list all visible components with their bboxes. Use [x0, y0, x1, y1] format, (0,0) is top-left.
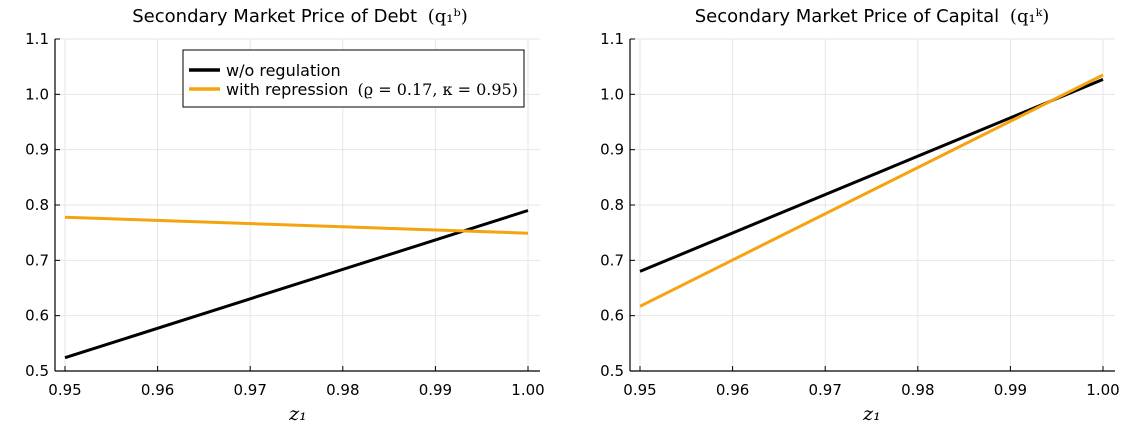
y-ticks: 0.5 0.6 0.7 0.8 0.9 1.0 1.1 [25, 30, 60, 380]
chart-capital-price: Secondary Market Price of Capital (q₁ᵏ) … [600, 6, 1120, 425]
y-tick-label: 0.7 [25, 251, 49, 269]
y-tick-label: 1.0 [600, 85, 624, 103]
x-tick-label: 0.96 [716, 381, 749, 399]
y-tick-label: 0.7 [600, 251, 624, 269]
y-tick-label: 1.0 [25, 85, 49, 103]
y-tick-label: 0.5 [25, 362, 49, 380]
y-tick-label: 0.8 [25, 196, 49, 214]
x-axis-label: z₁ [288, 403, 307, 425]
legend: w/o regulation with repression (ϱ = 0.17… [182, 49, 525, 108]
x-tick-label: 0.99 [994, 381, 1027, 399]
x-tick-label: 0.97 [808, 381, 841, 399]
series-line-1 [64, 215, 529, 235]
x-tick-label: 0.96 [141, 381, 174, 399]
series-line-0 [64, 209, 529, 360]
y-tick-label: 0.9 [600, 141, 624, 159]
chart-title: Secondary Market Price of Debt (q₁ᵇ) [132, 6, 467, 27]
x-ticks: 0.95 0.96 0.97 0.98 0.99 1.00 [48, 366, 545, 399]
chart-title: Secondary Market Price of Capital (q₁ᵏ) [695, 6, 1050, 27]
series-line-1 [639, 73, 1104, 308]
x-tick-label: 0.98 [901, 381, 934, 399]
y-ticks: 0.5 0.6 0.7 0.8 0.9 1.0 1.1 [600, 30, 635, 380]
x-tick-label: 1.00 [511, 381, 544, 399]
y-tick-label: 1.1 [25, 30, 49, 48]
legend-label-series-1: with repression (ϱ = 0.17, κ = 0.95) [226, 80, 518, 99]
series-lines [64, 209, 529, 360]
series-line-0 [639, 78, 1104, 273]
legend-label-series-0: w/o regulation [226, 61, 341, 80]
legend-box [182, 49, 525, 108]
x-ticks: 0.95 0.96 0.97 0.98 0.99 1.00 [623, 366, 1120, 399]
y-tick-label: 0.9 [25, 141, 49, 159]
x-tick-label: 0.95 [48, 381, 81, 399]
x-tick-label: 0.97 [233, 381, 266, 399]
series-lines [639, 73, 1104, 308]
grid [630, 38, 1115, 372]
x-axis-label: z₁ [862, 403, 881, 425]
x-tick-label: 0.95 [623, 381, 656, 399]
y-tick-label: 1.1 [600, 30, 624, 48]
grid [55, 38, 540, 372]
x-tick-label: 0.98 [326, 381, 359, 399]
y-tick-label: 0.6 [25, 307, 49, 325]
y-tick-label: 0.5 [600, 362, 624, 380]
chart-debt-price: Secondary Market Price of Debt (q₁ᵇ) 0.9… [25, 6, 545, 425]
x-tick-label: 0.99 [419, 381, 452, 399]
y-tick-label: 0.6 [600, 307, 624, 325]
y-tick-label: 0.8 [600, 196, 624, 214]
x-tick-label: 1.00 [1086, 381, 1119, 399]
